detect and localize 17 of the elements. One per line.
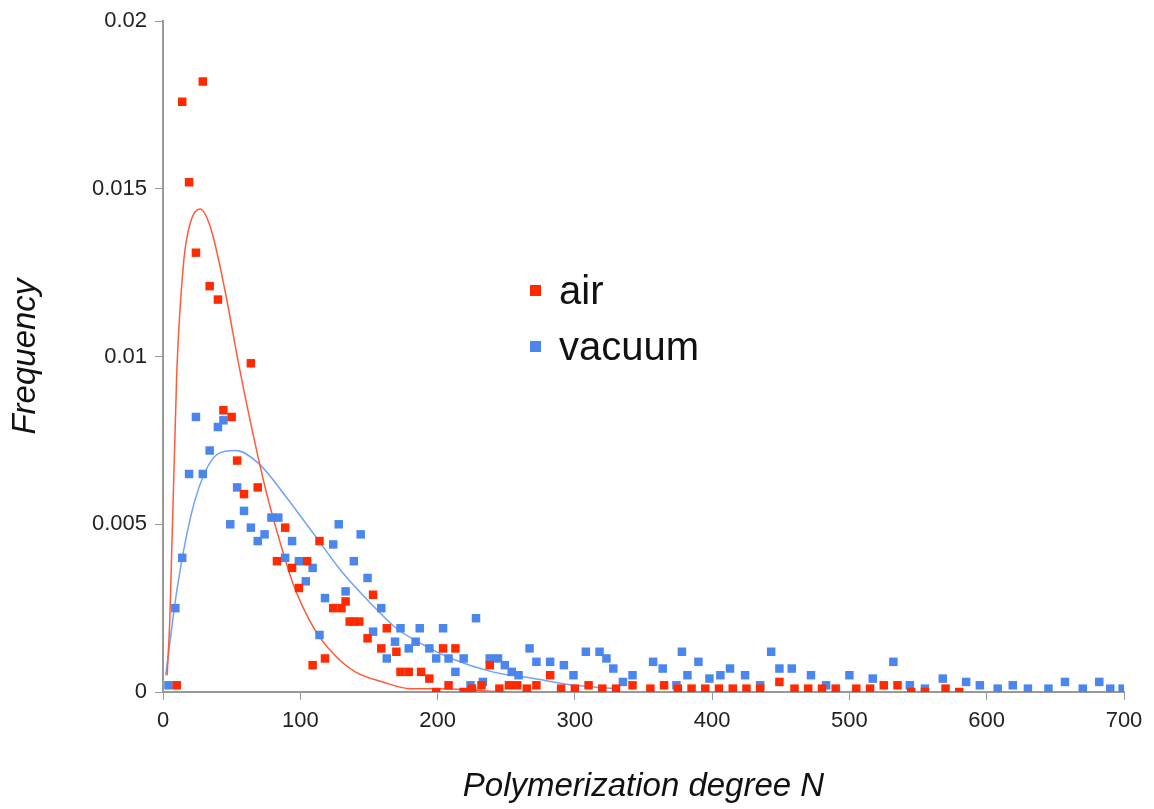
x-tick-label: 300 [556,707,594,733]
y-tick-label: 0.005 [91,510,147,536]
x-tick-label: 100 [281,707,319,733]
x-tick-label: 700 [1105,707,1143,733]
x-tick-label: 200 [419,707,456,733]
y-axis-title: Frequency [4,276,42,435]
x-tick-label: 600 [968,707,1006,733]
y-tick-label: 0.02 [104,7,147,33]
legend-label: air [559,267,604,314]
y-tick-label: 0 [134,678,147,704]
y-tick-label: 0.01 [104,342,147,368]
y-tick-label: 0.015 [91,174,147,200]
x-tick-label: 0 [156,707,170,733]
x-axis-title: Polymerization degree N [462,766,825,804]
x-tick-label: 400 [693,707,731,733]
legend-label: vacuum [559,323,700,370]
x-tick-label: 500 [831,707,868,733]
